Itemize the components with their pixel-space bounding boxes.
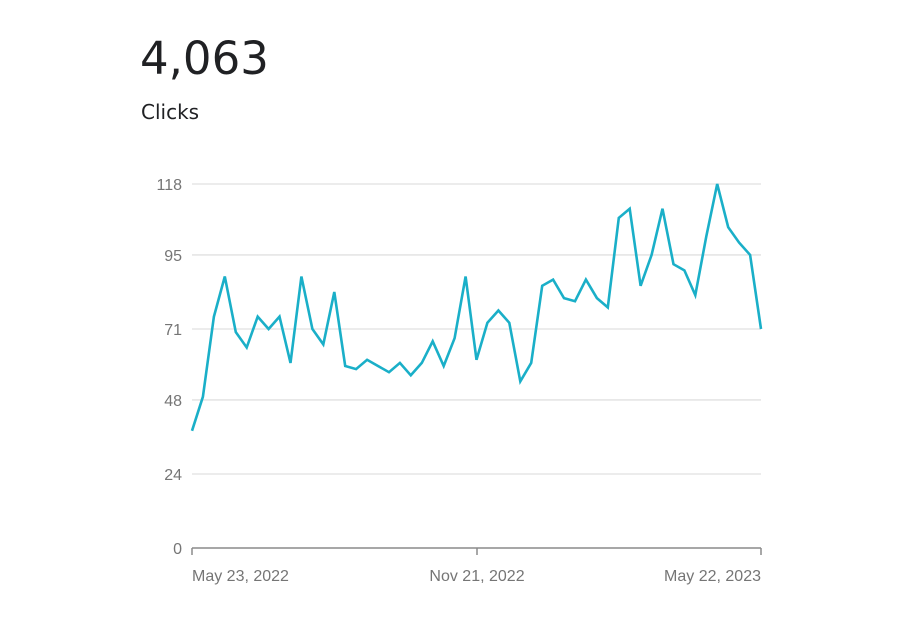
x-tick-label-mid: Nov 21, 2022: [429, 568, 524, 585]
y-tick-label: 118: [156, 177, 182, 194]
x-tick-label-end: May 22, 2023: [664, 568, 761, 585]
y-tick-label: 24: [164, 467, 182, 484]
y-tick-label: 71: [164, 322, 182, 339]
metric-label: Clicks: [141, 100, 200, 124]
x-axis-labels: May 23, 2022 Nov 21, 2022 May 22, 2023: [192, 568, 761, 585]
y-tick-label: 0: [173, 541, 182, 558]
clicks-series-line: [190, 183, 763, 432]
x-tick-label-start: May 23, 2022: [192, 568, 289, 585]
x-axis: [191, 547, 762, 555]
y-axis-labels: 0 24 48 71 95 118: [156, 177, 182, 558]
y-tick-label: 48: [164, 393, 182, 410]
gridlines: [192, 183, 761, 475]
total-clicks-value: 4,063: [140, 32, 269, 85]
y-tick-label: 95: [164, 248, 182, 265]
